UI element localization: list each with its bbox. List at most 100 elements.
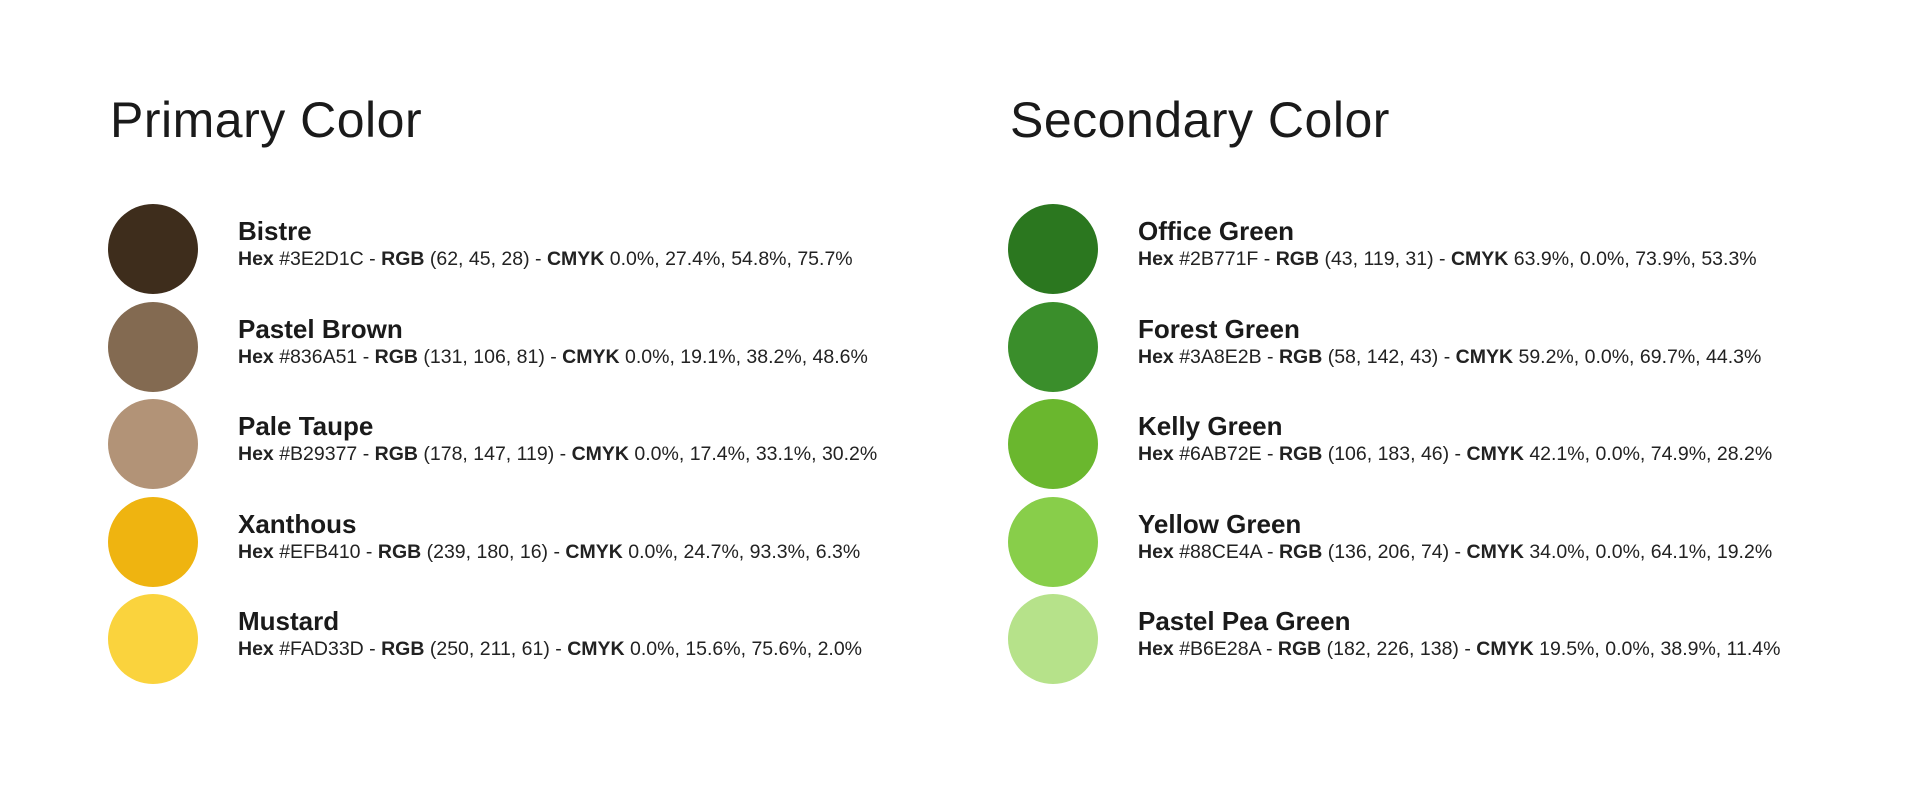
- secondary-color-title: Secondary Color: [1010, 92, 1390, 148]
- color-swatch-row: Office Green Hex #2B771F - RGB (43, 119, …: [1008, 204, 1868, 302]
- rgb-label: RGB: [1278, 443, 1323, 465]
- color-spec-line: Hex #EFB410 - RGB (239, 180, 16) - CMYK …: [238, 540, 860, 564]
- color-spec-line: Hex #3E2D1C - RGB (62, 45, 28) - CMYK 0.…: [238, 247, 853, 271]
- cmyk-label: CMYK: [565, 540, 623, 563]
- color-name: Kelly Green: [1138, 411, 1283, 441]
- rgb-label: RGB: [1277, 638, 1322, 660]
- primary-color-title: Primary Color: [110, 92, 423, 148]
- hex-value: #3E2D1C: [279, 248, 364, 270]
- spec-separator: -: [1258, 248, 1276, 270]
- rgb-value: (250, 211, 61): [429, 638, 550, 660]
- spec-separator: -: [1260, 638, 1278, 660]
- color-name: Pastel Brown: [238, 313, 403, 344]
- color-swatch-details: Pale Taupe Hex #B29377 - RGB (178, 147, 1…: [238, 411, 877, 466]
- cmyk-value: 0.0%, 27.4%, 54.8%, 75.7%: [609, 248, 853, 270]
- color-swatch-row: Xanthous Hex #EFB410 - RGB (239, 180, 16)…: [108, 496, 968, 595]
- rgb-label: RGB: [1278, 540, 1323, 563]
- hex-label: Hex: [238, 443, 274, 465]
- color-spec-line: Hex #6AB72E - RGB (106, 183, 46) - CMYK …: [1138, 442, 1772, 466]
- hex-value: #2B771F: [1179, 248, 1259, 270]
- color-swatch-circle: [1008, 301, 1098, 392]
- spec-separator: -: [544, 345, 563, 368]
- color-swatch-details: Pastel Pea Green Hex #B6E28A - RGB (182, …: [1138, 606, 1780, 661]
- spec-separator: -: [363, 248, 382, 270]
- rgb-value: (136, 206, 74): [1327, 540, 1450, 563]
- rgb-label: RGB: [374, 443, 418, 465]
- cmyk-label: CMYK: [1466, 540, 1524, 563]
- spec-separator: -: [1438, 345, 1456, 368]
- color-swatch-details: Yellow Green Hex #88CE4A - RGB (136, 206,…: [1138, 509, 1772, 564]
- rgb-value: (43, 119, 31): [1324, 248, 1434, 270]
- color-swatch-circle: [1008, 594, 1098, 684]
- hex-label: Hex: [238, 540, 274, 563]
- rgb-value: (131, 106, 81): [423, 345, 545, 368]
- hex-label: Hex: [238, 345, 274, 368]
- color-swatch-details: Forest Green Hex #3A8E2B - RGB (58, 142, …: [1138, 314, 1761, 369]
- color-swatch-row: Forest Green Hex #3A8E2B - RGB (58, 142, …: [1008, 301, 1868, 400]
- color-name: Pale Taupe: [238, 411, 374, 441]
- cmyk-label: CMYK: [1476, 638, 1534, 660]
- rgb-label: RGB: [377, 540, 422, 563]
- color-swatch-circle: [108, 204, 198, 294]
- color-swatch-details: Office Green Hex #2B771F - RGB (43, 119, …: [1138, 216, 1757, 271]
- color-swatch-details: Pastel Brown Hex #836A51 - RGB (131, 106,…: [238, 314, 868, 369]
- cmyk-label: CMYK: [562, 345, 620, 368]
- spec-separator: -: [1449, 443, 1467, 465]
- rgb-value: (58, 142, 43): [1327, 345, 1439, 368]
- color-spec-line: Hex #3A8E2B - RGB (58, 142, 43) - CMYK 5…: [1138, 345, 1761, 369]
- color-name: Office Green: [1138, 216, 1295, 246]
- cmyk-value: 19.5%, 0.0%, 38.9%, 11.4%: [1539, 638, 1781, 660]
- color-spec-line: Hex #B6E28A - RGB (182, 226, 138) - CMYK…: [1138, 637, 1780, 661]
- color-swatch-row: Yellow Green Hex #88CE4A - RGB (136, 206,…: [1008, 496, 1868, 595]
- primary-color-list: Bistre Hex #3E2D1C - RGB (62, 45, 28) - C…: [108, 204, 968, 692]
- spec-separator: -: [1261, 540, 1279, 563]
- hex-value: #EFB410: [279, 540, 361, 563]
- hex-value: #6AB72E: [1179, 443, 1262, 465]
- cmyk-value: 63.9%, 0.0%, 73.9%, 53.3%: [1513, 248, 1757, 270]
- cmyk-value: 0.0%, 17.4%, 33.1%, 30.2%: [634, 443, 878, 465]
- color-swatch-details: Bistre Hex #3E2D1C - RGB (62, 45, 28) - C…: [238, 216, 853, 271]
- color-swatch-details: Xanthous Hex #EFB410 - RGB (239, 180, 16)…: [238, 509, 860, 564]
- hex-label: Hex: [1138, 248, 1174, 270]
- color-swatch-row: Bistre Hex #3E2D1C - RGB (62, 45, 28) - C…: [108, 204, 968, 302]
- color-swatch-details: Mustard Hex #FAD33D - RGB (250, 211, 61) …: [238, 606, 862, 661]
- color-swatch-row: Pastel Brown Hex #836A51 - RGB (131, 106,…: [108, 301, 968, 400]
- cmyk-label: CMYK: [1450, 248, 1509, 270]
- color-swatch-row: Kelly Green Hex #6AB72E - RGB (106, 183, …: [1008, 399, 1868, 497]
- rgb-value: (178, 147, 119): [423, 443, 555, 465]
- hex-value: #B29377: [279, 443, 358, 465]
- cmyk-label: CMYK: [1466, 443, 1524, 465]
- color-spec-line: Hex #2B771F - RGB (43, 119, 31) - CMYK 6…: [1138, 247, 1757, 271]
- color-swatch-circle: [1008, 399, 1098, 489]
- rgb-value: (106, 183, 46): [1327, 443, 1450, 465]
- cmyk-value: 42.1%, 0.0%, 74.9%, 28.2%: [1529, 443, 1773, 465]
- color-spec-line: Hex #B29377 - RGB (178, 147, 119) - CMYK…: [238, 442, 877, 466]
- hex-label: Hex: [238, 248, 274, 270]
- rgb-label: RGB: [381, 248, 425, 270]
- rgb-label: RGB: [1275, 248, 1320, 270]
- color-swatch-circle: [1008, 496, 1098, 587]
- color-name: Forest Green: [1138, 313, 1300, 344]
- cmyk-value: 34.0%, 0.0%, 64.1%, 19.2%: [1529, 540, 1773, 563]
- hex-value: #B6E28A: [1179, 638, 1261, 660]
- spec-separator: -: [357, 345, 375, 368]
- rgb-value: (182, 226, 138): [1326, 638, 1459, 660]
- cmyk-label: CMYK: [567, 638, 625, 660]
- rgb-value: (62, 45, 28): [429, 248, 530, 270]
- cmyk-value: 0.0%, 15.6%, 75.6%, 2.0%: [630, 638, 863, 660]
- color-spec-line: Hex #88CE4A - RGB (136, 206, 74) - CMYK …: [1138, 540, 1772, 564]
- spec-separator: -: [1458, 638, 1477, 660]
- spec-separator: -: [1261, 443, 1279, 465]
- spec-separator: -: [548, 540, 566, 563]
- color-spec-line: Hex #836A51 - RGB (131, 106, 81) - CMYK …: [238, 345, 868, 369]
- rgb-label: RGB: [381, 638, 425, 660]
- spec-separator: -: [554, 443, 572, 465]
- cmyk-value: 59.2%, 0.0%, 69.7%, 44.3%: [1518, 345, 1762, 368]
- color-swatch-circle: [108, 399, 198, 489]
- spec-separator: -: [1261, 345, 1279, 368]
- hex-value: #3A8E2B: [1179, 345, 1262, 368]
- hex-label: Hex: [1138, 638, 1174, 660]
- rgb-label: RGB: [1278, 345, 1323, 368]
- hex-value: #FAD33D: [279, 638, 364, 660]
- color-swatch-circle: [108, 496, 198, 587]
